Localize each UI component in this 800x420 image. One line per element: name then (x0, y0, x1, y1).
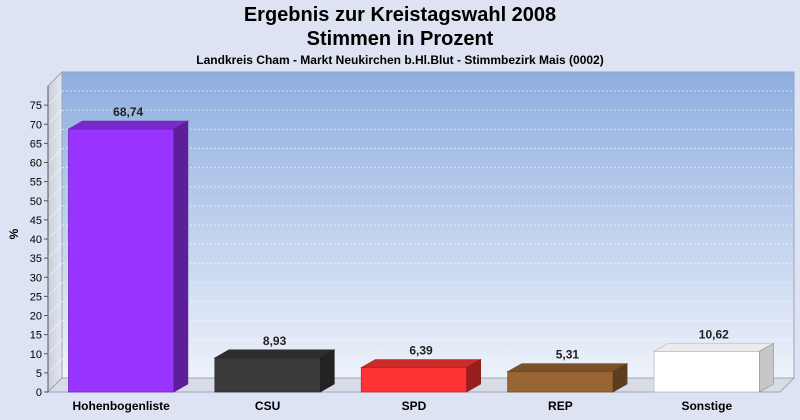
bar-front (214, 357, 321, 393)
bar-side (759, 342, 774, 393)
chart-title: Ergebnis zur Kreistagswahl 2008 (243, 4, 557, 26)
y-tick-label: 0 (36, 387, 42, 399)
gridline-side (47, 109, 63, 125)
bar-side (320, 349, 335, 393)
bar-side (466, 359, 482, 393)
value-label: 68,74 (113, 105, 143, 119)
y-tick-label: 70 (30, 119, 42, 131)
category-label: Sonstige (681, 399, 732, 413)
value-label: 8,93 (263, 334, 287, 348)
y-tick-label: 20 (30, 311, 42, 323)
gridline-side (47, 320, 63, 335)
bar-front (653, 350, 760, 393)
y-tick-label: 25 (30, 291, 42, 303)
chart-subtitle: Landkreis Cham - Markt Neukirchen b.Hl.B… (196, 53, 604, 67)
y-axis-label: % (7, 228, 21, 239)
y-tick-label: 10 (30, 349, 42, 361)
bar-top (67, 120, 190, 130)
y-tick-label: 75 (30, 100, 42, 112)
gridline-side (47, 282, 63, 297)
gridline-side (47, 339, 63, 355)
category-label: Hohenbogenliste (73, 399, 171, 413)
bar-top (213, 349, 336, 359)
gridline-side (47, 358, 63, 374)
value-label: 6,39 (409, 344, 433, 358)
bar-front (360, 367, 468, 393)
gridline-side (47, 205, 63, 221)
bar-side (173, 120, 189, 393)
y-tick-label: 65 (30, 138, 42, 150)
chart-title-line2: Stimmen in Prozent (306, 28, 494, 50)
gridline-side (47, 186, 63, 202)
gridline-side (47, 243, 63, 259)
bar-top (506, 363, 629, 372)
value-label: 5,31 (556, 348, 580, 362)
category-label: REP (548, 399, 573, 413)
category-label: CSU (255, 399, 280, 413)
y-tick-label: 45 (30, 215, 42, 227)
gridline-side (47, 129, 63, 144)
bar-csu (213, 349, 336, 393)
y-tick-label: 60 (30, 158, 42, 170)
y-tick-label: 30 (30, 272, 42, 284)
bar-top (360, 359, 482, 368)
gridline-side (47, 262, 63, 278)
gridline-side (47, 301, 63, 316)
bar-side (612, 363, 628, 393)
gridline-side (47, 148, 63, 163)
y-tick-label: 40 (30, 234, 42, 246)
y-tick-label: 55 (30, 177, 42, 189)
gridline-side (47, 224, 63, 240)
bar-hohenbogenliste (67, 120, 190, 393)
value-label: 10,62 (699, 327, 729, 341)
y-tick-label: 15 (30, 330, 42, 342)
bar-top (652, 343, 775, 352)
bar-rep (506, 363, 629, 393)
gridline-side (47, 90, 63, 106)
bar-front (68, 128, 175, 393)
y-tick-label: 5 (36, 368, 42, 380)
bar-sonstige (652, 342, 775, 393)
category-label: SPD (402, 399, 427, 413)
bar-spd (360, 359, 482, 393)
y-tick-label: 50 (30, 196, 42, 208)
bar-front (507, 371, 614, 393)
gridline-side (47, 167, 63, 182)
y-tick-label: 35 (30, 253, 42, 265)
